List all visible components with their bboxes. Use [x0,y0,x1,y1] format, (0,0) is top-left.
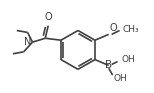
Text: O: O [44,12,52,22]
Text: OH: OH [122,55,135,64]
Text: N: N [24,37,32,47]
Text: B: B [105,60,112,70]
Text: CH₃: CH₃ [122,25,139,34]
Text: OH: OH [114,74,127,82]
Text: O: O [110,23,117,33]
